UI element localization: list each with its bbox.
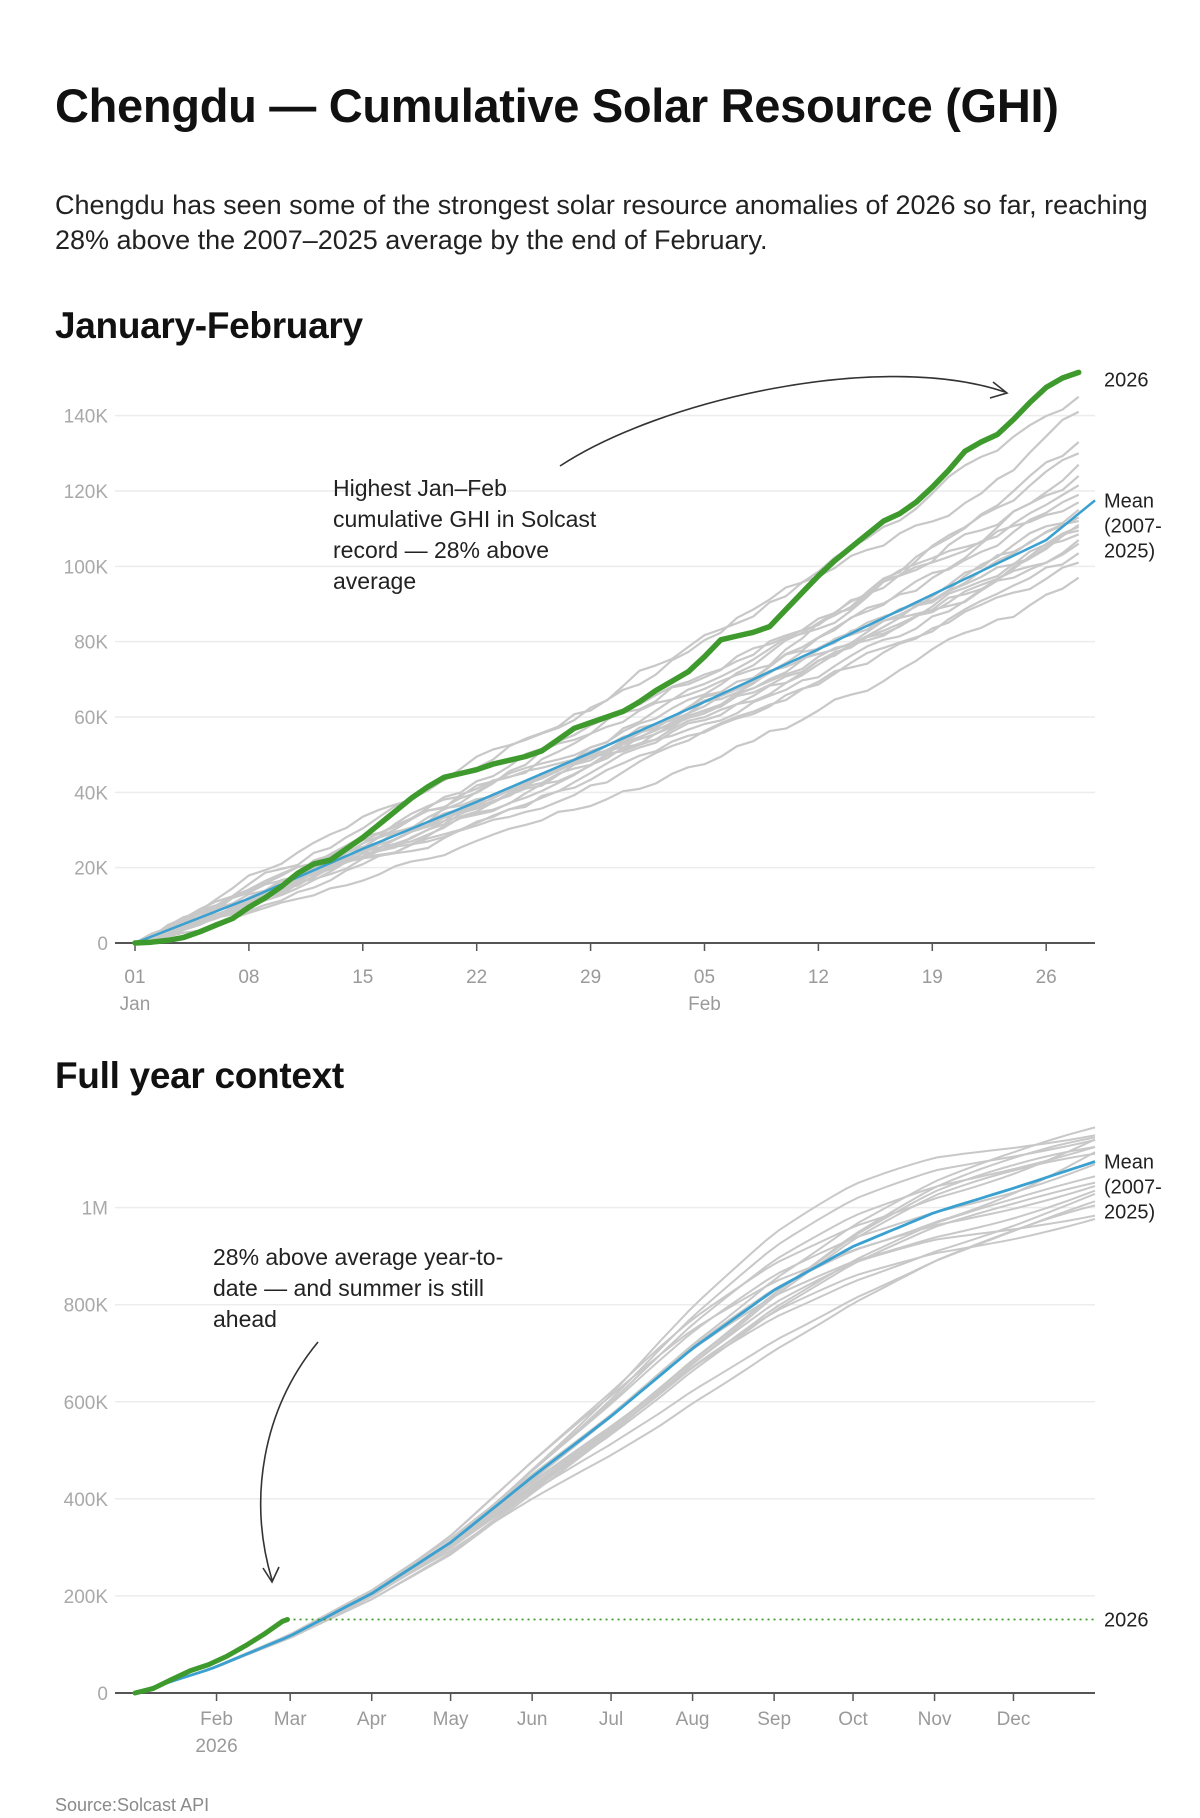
series-label-mean: Mean	[1104, 490, 1154, 512]
x-tick-label: 08	[238, 967, 259, 988]
x-tick-label: Aug	[676, 1709, 710, 1730]
x-tick-sublabel: 2026	[195, 1736, 237, 1757]
historical-year-line	[134, 525, 1080, 944]
y-tick-label: 400K	[64, 1490, 109, 1511]
y-tick-label: 600K	[64, 1393, 109, 1414]
x-tick-label: 26	[1036, 967, 1057, 988]
y-tick-label: 200K	[64, 1587, 109, 1608]
y-tick-label: 140K	[64, 407, 109, 428]
annotation-arrow	[559, 375, 1006, 467]
series-label-mean: 2025)	[1104, 540, 1155, 562]
annotation-text: ahead	[213, 1306, 277, 1332]
y-tick-label: 60K	[74, 708, 108, 729]
series-label-mean: 2025)	[1104, 1202, 1155, 1224]
chart-jan-feb: 0 20K 40K 60K 80K 100K 120K 140K 01 Jan 08 15 22 29 05…	[64, 369, 1162, 1015]
y-tick-label: 40K	[74, 783, 108, 804]
line-2026	[132, 369, 1082, 946]
y-tick-label: 0	[97, 934, 108, 955]
x-tick-sublabel: Feb	[688, 994, 721, 1015]
annotation-arrowhead	[262, 1566, 280, 1584]
annotation-text: average	[333, 568, 416, 594]
mean-line	[134, 1160, 1096, 1695]
x-tick-label: Nov	[918, 1709, 952, 1730]
historical-year-line	[134, 463, 1080, 945]
x-tick-label: 12	[808, 967, 829, 988]
series-label-mean: (2007-	[1104, 1177, 1162, 1199]
page-title: Chengdu — Cumulative Solar Resource (GHI…	[55, 79, 1059, 132]
y-tick-label: 800K	[64, 1296, 109, 1317]
series-label-mean: Mean	[1104, 1152, 1154, 1174]
y-tick-label: 0	[97, 1684, 108, 1705]
annotation-text: Highest Jan–Feb	[333, 475, 507, 501]
annotation-text: date — and summer is still	[213, 1275, 484, 1301]
line-2026	[132, 1617, 290, 1696]
x-tick-label: May	[433, 1709, 469, 1730]
x-tick-label: 05	[694, 967, 715, 988]
x-tick-label: Oct	[838, 1709, 868, 1730]
annotation-text: record — 28% above	[333, 537, 549, 563]
x-tick-label: Jun	[517, 1709, 548, 1730]
page-subtitle: Chengdu has seen some of the strongest s…	[55, 190, 1148, 255]
y-tick-label: 80K	[74, 633, 108, 654]
source-note: Source:Solcast API	[55, 1795, 210, 1815]
historical-year-line	[134, 441, 1080, 945]
mean-line	[134, 499, 1096, 945]
x-tick-label: Jul	[599, 1709, 623, 1730]
annotation-text: 28% above average year-to-	[213, 1244, 503, 1270]
x-tick-label: 19	[922, 967, 943, 988]
x-tick-label: Sep	[757, 1709, 791, 1730]
annotation-arrowhead	[989, 381, 1009, 399]
chart1-title: January-February	[55, 305, 363, 346]
x-tick-sublabel: Jan	[120, 994, 151, 1015]
x-tick-label: 15	[352, 967, 373, 988]
y-tick-label: 1M	[82, 1199, 108, 1220]
x-tick-label: 22	[466, 967, 487, 988]
historical-year-line	[134, 552, 1080, 944]
series-label-mean: (2007-	[1104, 515, 1162, 537]
y-tick-label: 120K	[64, 482, 109, 503]
historical-year-line	[134, 1146, 1096, 1694]
annotation-arrow	[259, 1341, 319, 1581]
chart-full-year: 0 200K 400K 600K 800K 1M Feb 2026 Mar Apr May Jun Ju…	[64, 1126, 1162, 1757]
annotation-text: cumulative GHI in Solcast	[333, 506, 597, 532]
x-tick-label: Feb	[200, 1709, 233, 1730]
historical-year-line	[134, 520, 1079, 945]
historical-year-line	[134, 395, 1080, 944]
historical-year-line	[134, 501, 1080, 944]
y-tick-label: 20K	[74, 859, 108, 880]
y-tick-label: 100K	[64, 557, 109, 578]
chart2-title: Full year context	[55, 1055, 344, 1096]
historical-year-line	[134, 1145, 1096, 1694]
series-label-2026: 2026	[1104, 369, 1149, 391]
historical-year-line	[134, 523, 1080, 945]
historical-year-line	[134, 475, 1080, 945]
historical-year-line	[134, 576, 1080, 945]
x-tick-label: Mar	[274, 1709, 307, 1730]
x-tick-label: 01	[124, 967, 145, 988]
x-tick-label: Apr	[357, 1709, 387, 1730]
x-tick-label: 29	[580, 967, 601, 988]
series-label-2026: 2026	[1104, 1609, 1149, 1631]
x-tick-label: Dec	[997, 1709, 1031, 1730]
historical-year-line	[134, 1126, 1096, 1694]
